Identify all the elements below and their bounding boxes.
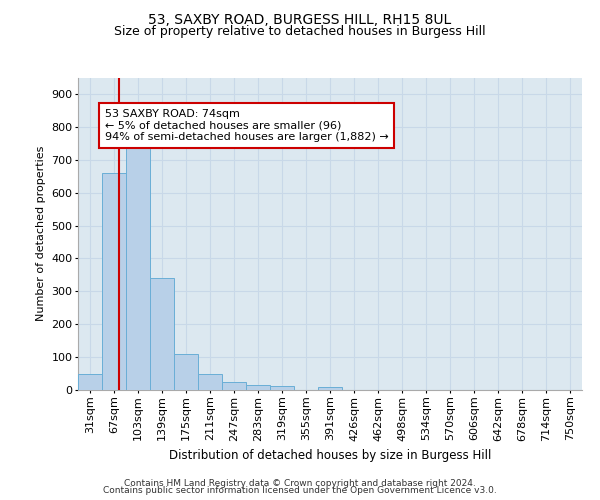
Y-axis label: Number of detached properties: Number of detached properties — [36, 146, 46, 322]
Bar — [174, 354, 198, 390]
Bar — [198, 374, 222, 390]
Bar — [126, 144, 150, 390]
Bar — [150, 278, 174, 390]
Text: 53, SAXBY ROAD, BURGESS HILL, RH15 8UL: 53, SAXBY ROAD, BURGESS HILL, RH15 8UL — [148, 12, 452, 26]
Bar — [78, 374, 102, 390]
Bar — [318, 388, 342, 390]
X-axis label: Distribution of detached houses by size in Burgess Hill: Distribution of detached houses by size … — [169, 449, 491, 462]
Bar — [246, 385, 270, 390]
Text: Contains HM Land Registry data © Crown copyright and database right 2024.: Contains HM Land Registry data © Crown c… — [124, 478, 476, 488]
Text: 53 SAXBY ROAD: 74sqm
← 5% of detached houses are smaller (96)
94% of semi-detach: 53 SAXBY ROAD: 74sqm ← 5% of detached ho… — [105, 109, 389, 142]
Bar — [102, 173, 126, 390]
Text: Contains public sector information licensed under the Open Government Licence v3: Contains public sector information licen… — [103, 486, 497, 495]
Bar — [222, 382, 246, 390]
Bar — [270, 386, 294, 390]
Text: Size of property relative to detached houses in Burgess Hill: Size of property relative to detached ho… — [114, 25, 486, 38]
